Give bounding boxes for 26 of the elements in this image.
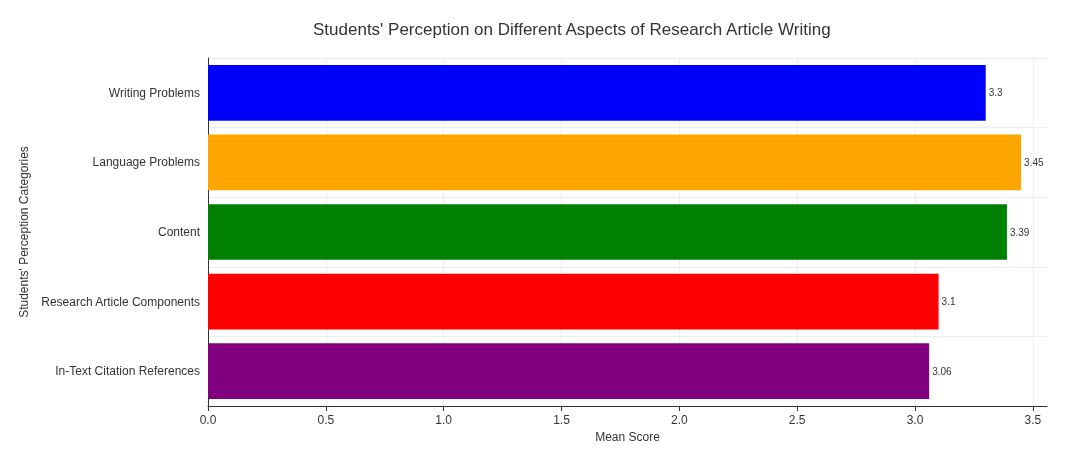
y-axis-title: Students' Perception Categories bbox=[16, 146, 31, 318]
y-tick-label: In-Text Citation References bbox=[55, 364, 200, 379]
bar bbox=[208, 64, 986, 121]
bar bbox=[208, 273, 939, 330]
y-tick-label: Research Article Components bbox=[41, 294, 200, 309]
y-tick-label: Writing Problems bbox=[108, 85, 200, 100]
data-label: 3.3 bbox=[988, 87, 1004, 99]
y-tick-label: Content bbox=[157, 225, 201, 239]
bar bbox=[208, 204, 1007, 260]
data-label: 3.1 bbox=[941, 296, 956, 308]
y-tick-label: Language Problems bbox=[92, 155, 200, 170]
data-label: 3.45 bbox=[1024, 156, 1044, 168]
x-tick-label: 2.0 bbox=[671, 413, 689, 427]
x-tick-label: 0.5 bbox=[317, 413, 335, 427]
chart-title: Students' Perception on Different Aspects of Research Article Writing bbox=[313, 20, 831, 39]
bar bbox=[208, 343, 930, 400]
x-tick-label: 0.0 bbox=[199, 413, 217, 427]
data-label: 3.39 bbox=[1009, 226, 1030, 238]
x-axis-title: Mean Score bbox=[595, 429, 661, 444]
data-label: 3.06 bbox=[932, 365, 953, 377]
x-tick-label: 2.5 bbox=[788, 413, 806, 427]
bar bbox=[208, 134, 1022, 191]
x-tick-label: 1.5 bbox=[553, 413, 571, 427]
x-tick-label: 3.0 bbox=[906, 413, 924, 427]
x-tick-label: 1.0 bbox=[435, 413, 453, 427]
x-tick-label: 3.5 bbox=[1024, 413, 1042, 427]
